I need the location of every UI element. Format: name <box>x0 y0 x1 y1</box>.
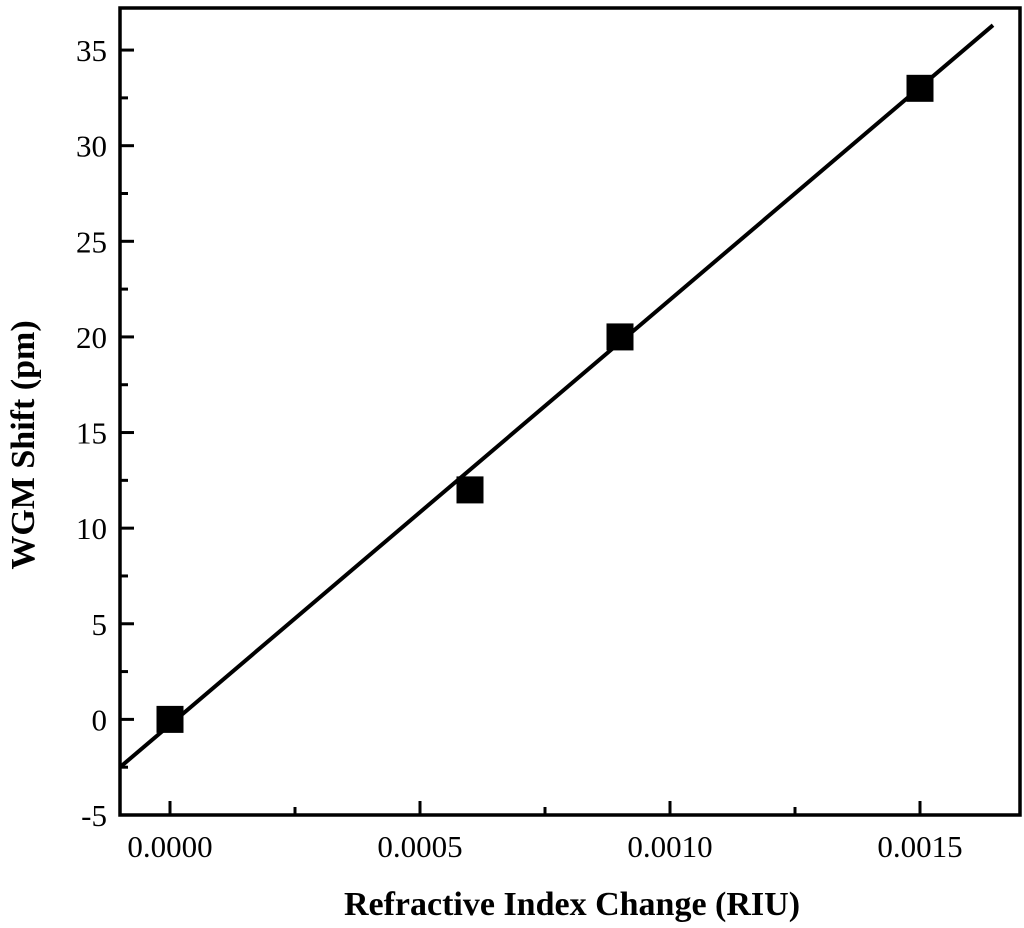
y-tick-label: 30 <box>76 129 107 164</box>
data-series <box>118 23 995 769</box>
plot-frame <box>118 6 1022 817</box>
y-tick-label: 25 <box>76 224 107 259</box>
y-tick-label: -5 <box>81 798 107 833</box>
y-tick-label: 10 <box>76 511 107 546</box>
x-tick-label: 0.0000 <box>127 829 212 864</box>
y-tick-label: 20 <box>76 320 107 355</box>
data-point-square <box>906 74 934 102</box>
y-tick-label: 15 <box>76 416 107 451</box>
data-point-square <box>156 705 184 733</box>
y-tick-label: 5 <box>92 607 108 642</box>
fit-line <box>118 23 995 769</box>
y-tick-label: 0 <box>92 702 108 737</box>
x-tick-label: 0.0005 <box>377 829 462 864</box>
axis-ticks <box>120 48 922 817</box>
data-point-square <box>606 323 634 351</box>
x-tick-label: 0.0015 <box>877 829 962 864</box>
axis-tick-labels: 0.0000 0.0005 0.0010 0.0015 -5 0 5 10 15 20 25 30 35 <box>76 33 963 864</box>
data-point-square <box>456 476 484 504</box>
y-tick-label: 35 <box>76 33 107 68</box>
x-tick-label: 0.0010 <box>627 829 712 864</box>
x-axis-title: Refractive Index Change (RIU) <box>344 886 800 923</box>
y-axis-title: WGM Shift (pm) <box>5 320 42 569</box>
